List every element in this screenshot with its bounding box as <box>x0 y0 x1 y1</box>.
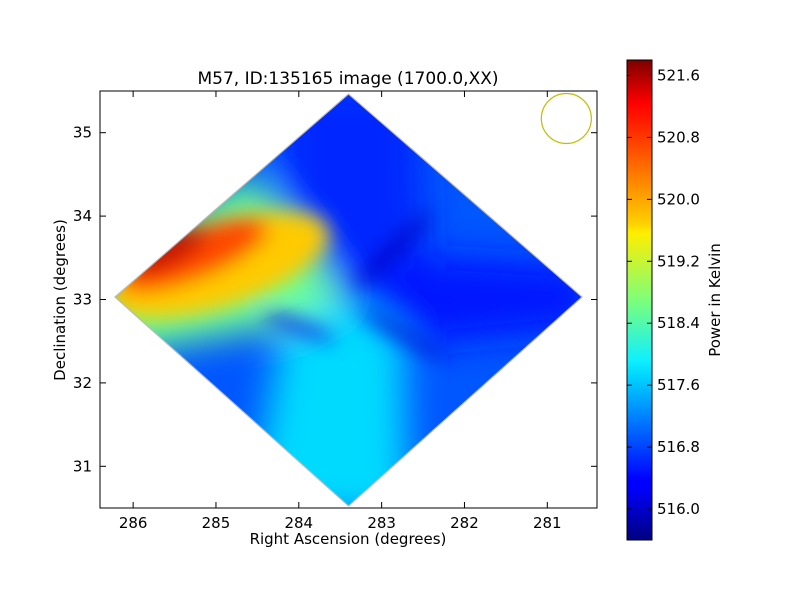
chart-title: M57, ID:135165 image (1700.0,XX) <box>197 69 498 89</box>
lobe-east-hot <box>118 217 269 293</box>
colorbar-ticks: 516.0 516.8 517.6 518.4 519.2 520.0 520.8 521.6 <box>627 66 700 518</box>
colorbar-tick-label: 519.2 <box>657 252 700 270</box>
y-axis-label: Declination (degrees) <box>51 219 69 381</box>
y-tick-label: 34 <box>73 207 92 225</box>
streak-south <box>260 312 337 342</box>
x-tick-label: 281 <box>533 514 562 532</box>
y-tick-label: 32 <box>73 374 92 392</box>
colorbar-tick-label: 517.6 <box>657 376 700 394</box>
colorbar-frame <box>626 59 653 541</box>
colorbar-tick-label: 518.4 <box>657 314 700 332</box>
beam-marker <box>540 92 592 145</box>
lobe-west <box>343 254 583 345</box>
x-tick-label: 285 <box>202 514 231 532</box>
x-tick-label: 284 <box>284 514 313 532</box>
streak-west <box>360 309 447 361</box>
map-outline <box>114 93 583 507</box>
colorbar-tick-label: 516.8 <box>657 438 700 456</box>
y-tick-label: 35 <box>73 124 92 142</box>
y-tick-label: 33 <box>73 291 92 309</box>
y-tick-label: 31 <box>73 457 92 475</box>
colorbar: 516.0 516.8 517.6 518.4 519.2 520.0 520.8 521.6… <box>626 59 724 541</box>
x-axis-label: Right Ascension (degrees) <box>250 530 447 548</box>
colorbar-label: Power in Kelvin <box>706 243 724 357</box>
colorbar-tick-label: 516.0 <box>657 500 700 518</box>
y-axis: 31 32 33 34 35 <box>73 124 597 475</box>
colorbar-gradient <box>627 60 652 540</box>
x-tick-label: 283 <box>367 514 396 532</box>
heatmap-image <box>114 94 583 506</box>
x-tick-label: 286 <box>119 514 148 532</box>
x-axis: 286 285 284 283 282 281 <box>119 91 562 532</box>
streak-north <box>354 210 433 290</box>
colorbar-tick-label: 521.6 <box>657 66 700 84</box>
plot-area <box>114 92 592 507</box>
x-tick-label: 282 <box>450 514 479 532</box>
colorbar-tick-label: 520.0 <box>657 190 700 208</box>
colorbar-tick-label: 520.8 <box>657 128 700 146</box>
